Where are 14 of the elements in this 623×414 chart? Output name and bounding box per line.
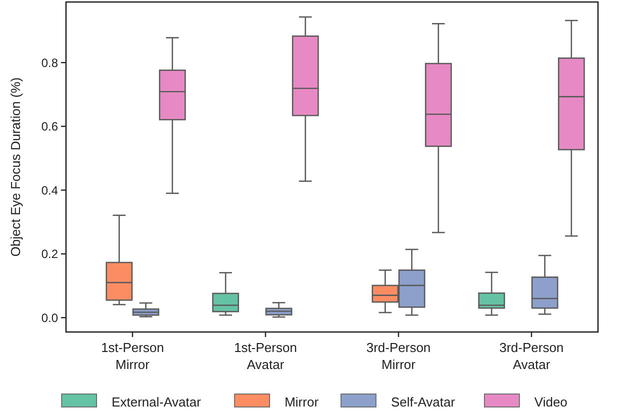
legend-label: Mirror [284, 394, 320, 410]
x-tick-label: 3rd-Person Mirror [366, 340, 431, 372]
x-tick-label: 1st-Person Mirror [101, 340, 164, 372]
y-tick-label: 0.8 [41, 56, 58, 70]
y-tick-label: 0.2 [41, 247, 58, 262]
x-tick-label: 1st-Person Avatar [234, 340, 297, 372]
legend-label: Video [534, 394, 568, 410]
y-tick-label: 0.4 [41, 183, 58, 198]
y-tick-label: 0.0 [41, 310, 58, 325]
y-axis-title: Object Eye Focus Duration (%) [8, 77, 23, 257]
legend-label: Self-Avatar [391, 394, 456, 410]
legend-label: External-Avatar [112, 394, 202, 410]
x-tick-label: 3rd-Person Avatar [499, 340, 564, 372]
y-tick-label: 0.6 [41, 120, 58, 134]
